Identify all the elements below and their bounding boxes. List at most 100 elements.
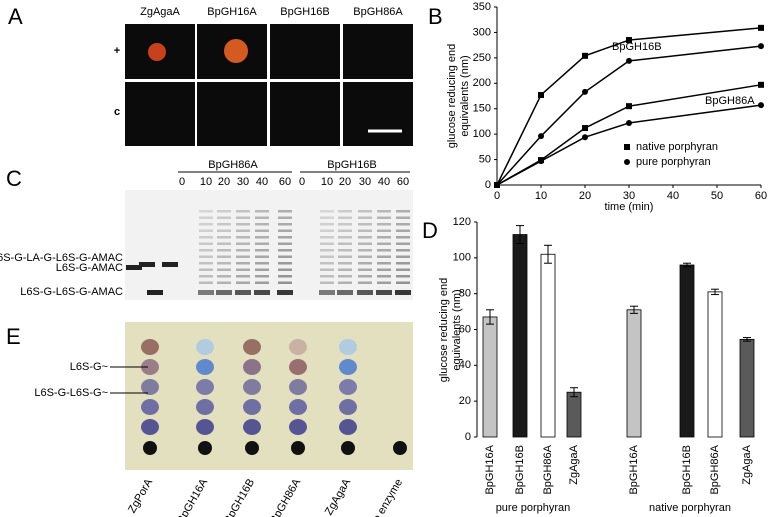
- gel-band: [358, 281, 372, 284]
- panel-label: E: [6, 324, 21, 349]
- gel-band: [320, 275, 334, 278]
- y-axis-label: glucose reducing end: [438, 278, 450, 383]
- gel-band: [199, 210, 213, 213]
- gel-band: [396, 236, 410, 239]
- gel-band: [396, 281, 410, 284]
- gel-band: [217, 281, 231, 284]
- halo: [148, 43, 166, 61]
- gel-band: [376, 290, 392, 295]
- tlc-spot: [141, 379, 159, 395]
- column-label: ZgAgaA: [140, 6, 180, 18]
- marker: [582, 125, 588, 132]
- tlc-spot: [289, 419, 307, 435]
- tlc-spot: [243, 399, 261, 415]
- y-tick-label: 40: [459, 359, 471, 371]
- tlc-spot: [196, 399, 214, 415]
- band-label: L6S-G~: [70, 361, 108, 373]
- gel-band: [396, 216, 410, 219]
- gel-band: [320, 216, 334, 219]
- gel-band: [396, 255, 410, 258]
- gel-band: [278, 255, 292, 258]
- group-label: pure porphyran: [496, 502, 571, 514]
- gel-band: [338, 229, 352, 232]
- marker: [626, 119, 632, 126]
- y-tick-label: 60: [459, 323, 471, 335]
- gel-band: [396, 249, 410, 252]
- gel-band: [320, 242, 334, 245]
- gel-band: [357, 290, 373, 295]
- gel-band: [358, 275, 372, 278]
- gel-band: [320, 255, 334, 258]
- category-label: ZgAgaA: [568, 444, 580, 484]
- gel-band: [255, 255, 269, 258]
- gel-band: [338, 255, 352, 258]
- x-tick-label: 60: [755, 190, 767, 202]
- gel-band: [236, 216, 250, 219]
- tlc-origin: [198, 441, 212, 455]
- gel-band: [278, 210, 292, 213]
- gel-band: [358, 229, 372, 232]
- group-label: native porphyran: [649, 502, 731, 514]
- marker: [538, 133, 544, 140]
- gel-band: [236, 268, 250, 271]
- gel-band: [396, 229, 410, 232]
- band-label: L6S-G-L6S-G~: [34, 387, 108, 399]
- tlc-spot: [289, 359, 307, 375]
- marker: [582, 134, 588, 141]
- gel-band: [199, 223, 213, 226]
- category-label: BpGH86A: [542, 444, 554, 494]
- gel-band: [278, 275, 292, 278]
- legend-label: native porphyran: [636, 141, 718, 153]
- gel-band: [217, 210, 231, 213]
- gel-band: [199, 229, 213, 232]
- gel-band: [255, 249, 269, 252]
- marker: [582, 88, 588, 95]
- tlc-origin: [341, 441, 355, 455]
- plate-image: [270, 82, 340, 146]
- gel-band: [377, 255, 391, 258]
- tlc-spot: [243, 379, 261, 395]
- gel-band: [255, 223, 269, 226]
- y-tick-label: 200: [473, 77, 491, 89]
- gel-band: [338, 216, 352, 219]
- gel-band: [236, 229, 250, 232]
- marker: [626, 37, 632, 44]
- tlc-spot: [196, 379, 214, 395]
- gel-band: [377, 275, 391, 278]
- bar: [626, 309, 642, 438]
- lane-label: 0: [179, 176, 185, 188]
- marker: [494, 182, 500, 188]
- y-axis-label: equivalents (nm): [451, 289, 463, 370]
- gel-band: [147, 290, 163, 295]
- gel-band: [377, 229, 391, 232]
- gel-band: [320, 281, 334, 284]
- lane-label: 60: [279, 176, 291, 188]
- gel-band: [377, 210, 391, 213]
- tlc-spot: [243, 359, 261, 375]
- gel-band: [217, 249, 231, 252]
- y-tick-label: 20: [459, 395, 471, 407]
- gel-band: [377, 242, 391, 245]
- gel-band: [377, 216, 391, 219]
- gel-band: [236, 249, 250, 252]
- y-tick-label: 0: [465, 431, 471, 443]
- y-tick-label: 350: [473, 1, 491, 13]
- plate-image: [270, 24, 340, 79]
- tlc-origin: [393, 441, 407, 455]
- lane-label: 40: [256, 176, 268, 188]
- tlc-spot: [141, 419, 159, 435]
- lane-label: 30: [237, 176, 249, 188]
- gel-band: [217, 255, 231, 258]
- row-label: +: [114, 45, 120, 57]
- panel-label: D: [422, 218, 438, 243]
- gel-band: [358, 242, 372, 245]
- group-label: BpGH86A: [208, 159, 258, 171]
- gel-band: [358, 268, 372, 271]
- gel-band: [358, 249, 372, 252]
- gel-band: [199, 262, 213, 265]
- gel-band: [338, 268, 352, 271]
- y-axis-label: equivalents (nm): [459, 55, 471, 136]
- gel-band: [199, 249, 213, 252]
- tlc-image: [125, 322, 413, 470]
- panel-label: C: [6, 166, 22, 191]
